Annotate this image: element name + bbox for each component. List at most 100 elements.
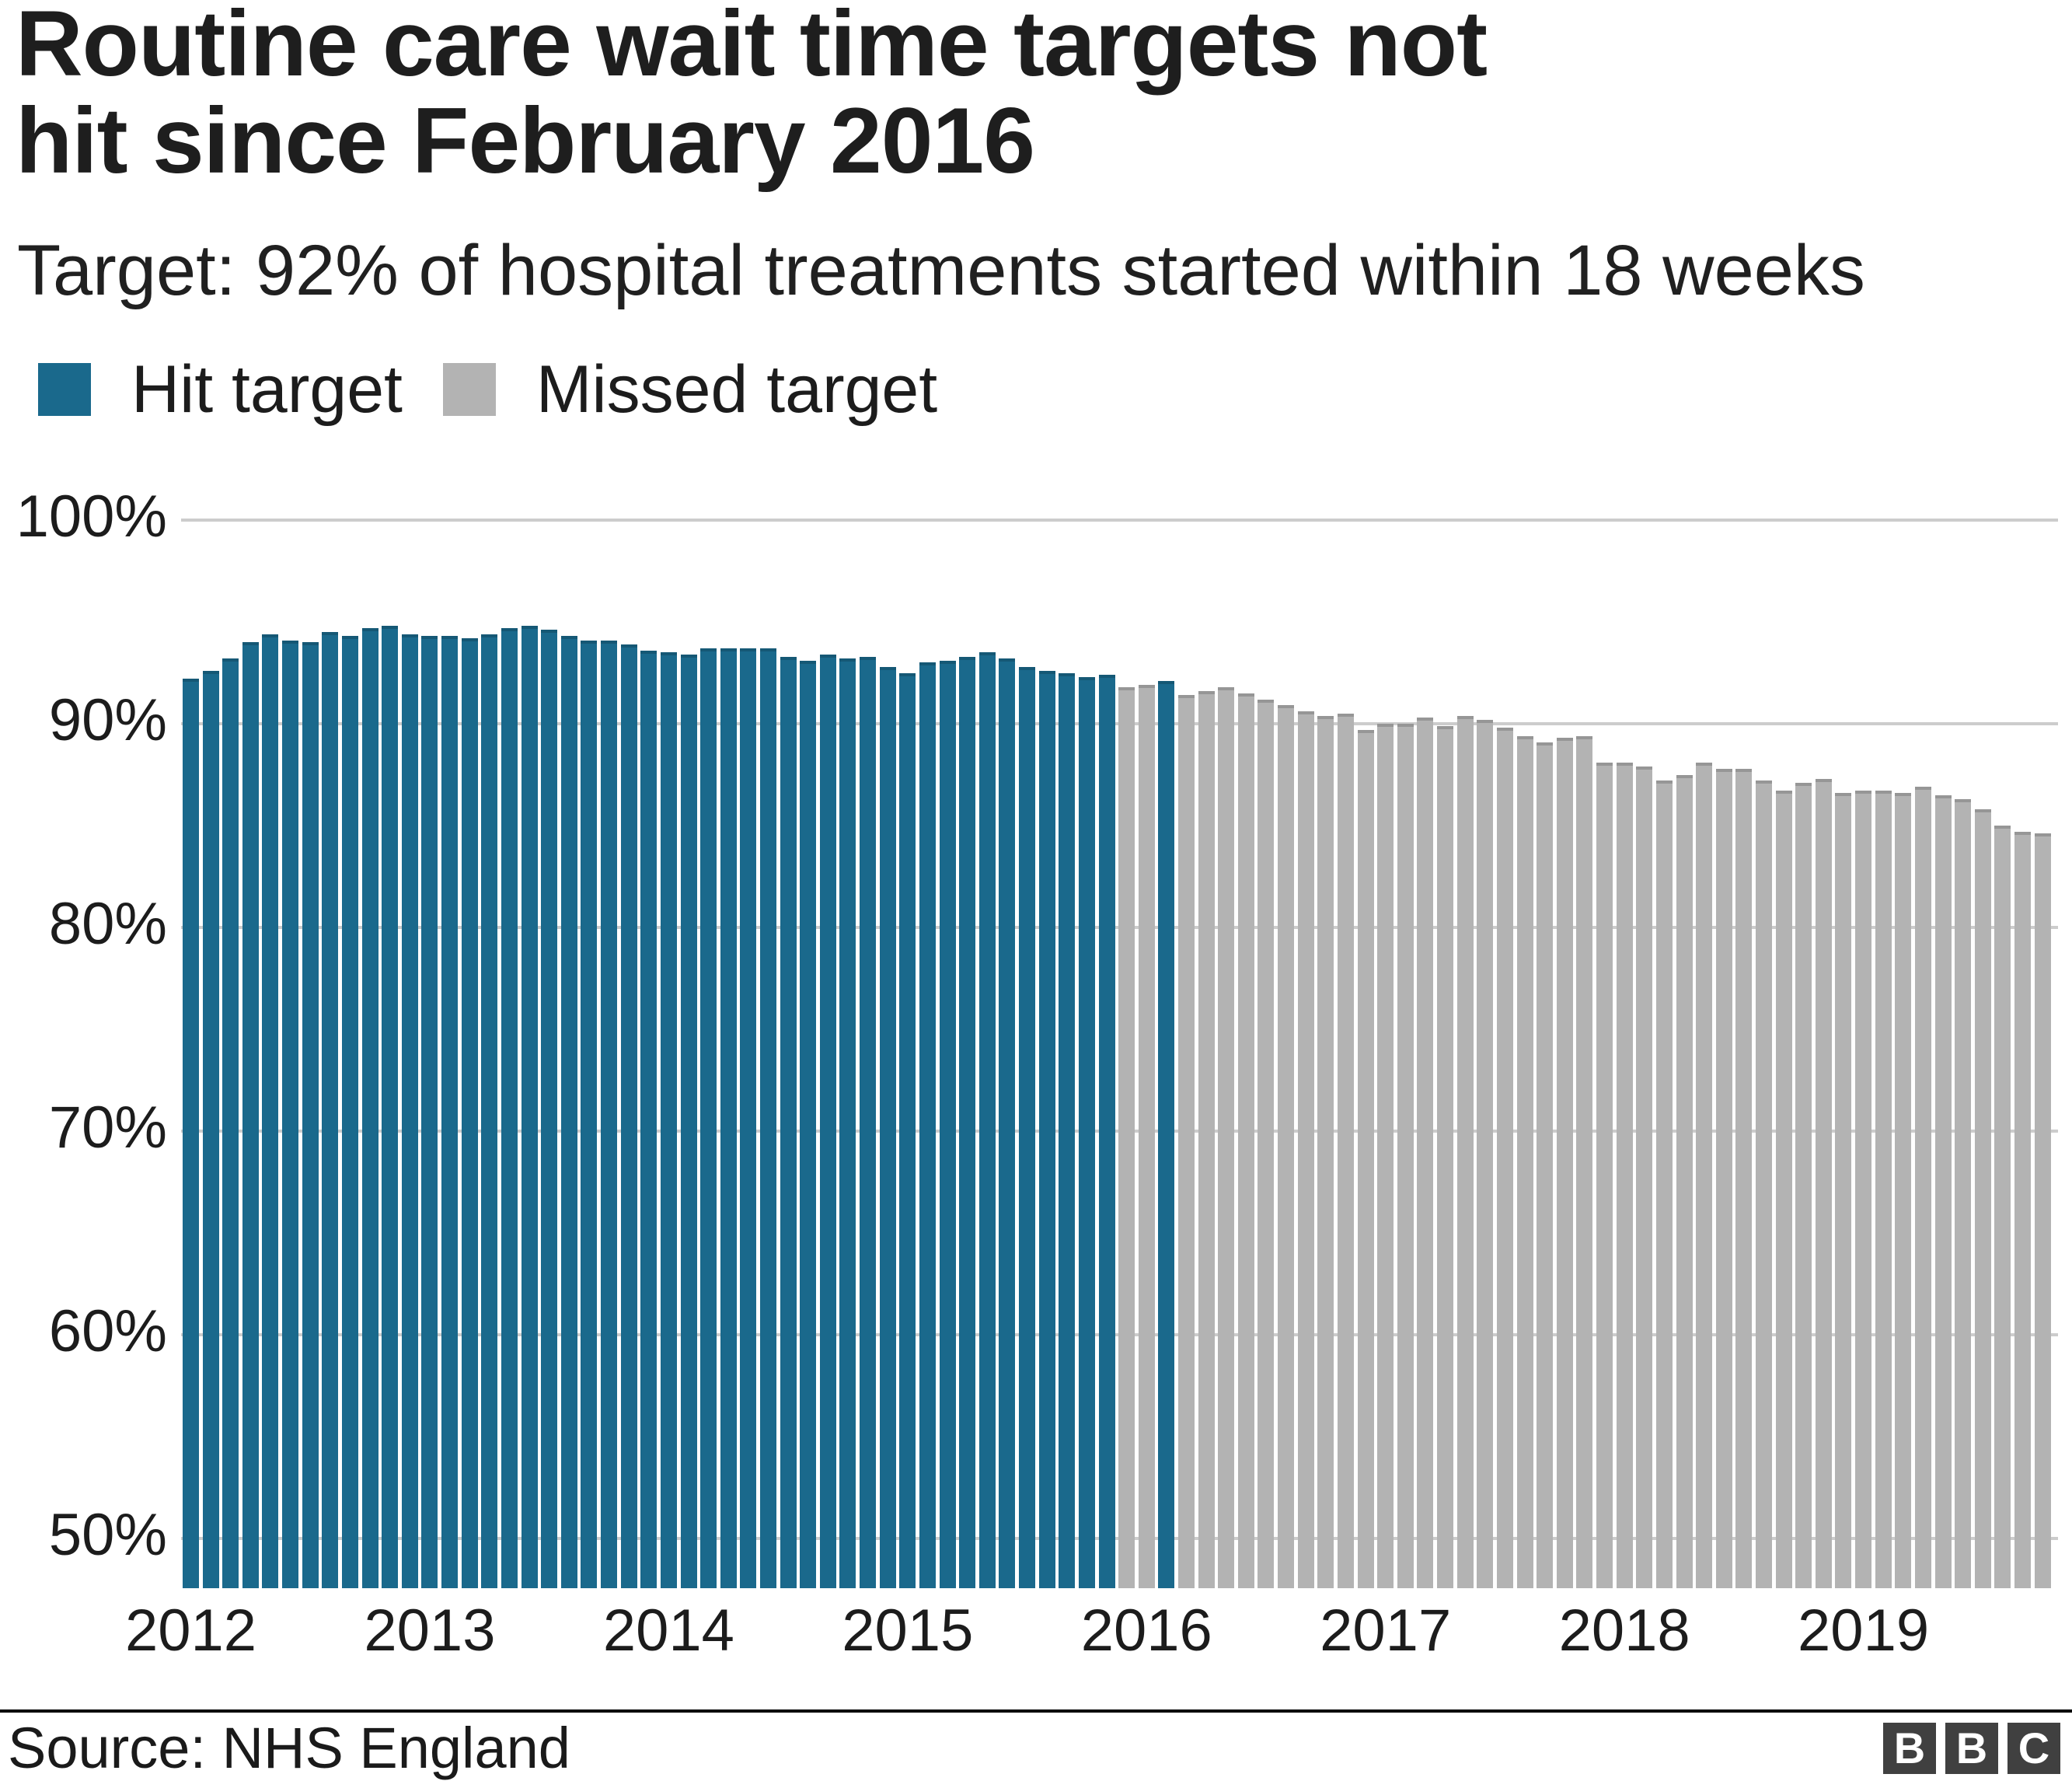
bar-2013-Feb bbox=[441, 636, 459, 1588]
bbc-logo-box-3: C bbox=[2007, 1723, 2060, 1774]
x-axis-label-2012: 2012 bbox=[124, 1598, 257, 1664]
bar-2017-Nov bbox=[1576, 735, 1593, 1588]
bar-2017-Feb bbox=[1397, 724, 1414, 1588]
bar-2017-Jan bbox=[1377, 724, 1394, 1588]
chart-subtitle: Target: 92% of hospital treatments start… bbox=[17, 231, 1865, 310]
bar-2019-Jul bbox=[1974, 809, 1991, 1588]
bbc-logo-letter: C bbox=[2018, 1723, 2050, 1772]
bar-2018-Mar bbox=[1655, 780, 1673, 1588]
x-axis-label-2016: 2016 bbox=[1080, 1598, 1212, 1664]
bar-2014-Jun bbox=[759, 648, 776, 1588]
legend-swatch-missed bbox=[442, 363, 496, 416]
bar-2016-Aug bbox=[1278, 705, 1295, 1588]
bar-2016-Dec bbox=[1357, 729, 1374, 1588]
bar-2014-Jul bbox=[780, 656, 797, 1588]
footer-divider bbox=[0, 1709, 2072, 1713]
legend-label: Missed target bbox=[535, 352, 938, 427]
bar-2019-Oct bbox=[2034, 833, 2051, 1588]
bar-2018-Oct bbox=[1795, 782, 1812, 1588]
y-axis-tick-60: 60% bbox=[48, 1298, 167, 1364]
bbc-logo-letter: B bbox=[1893, 1723, 1926, 1772]
legend-item-missed-target: Missed target bbox=[442, 352, 938, 427]
bar-2012-Sep bbox=[341, 636, 358, 1588]
bar-2019-Apr bbox=[1914, 787, 1931, 1588]
y-axis-tick-70: 70% bbox=[48, 1095, 167, 1161]
title-line-2: hit since February 2016 bbox=[16, 89, 1035, 193]
bar-2015-May bbox=[978, 652, 996, 1588]
bar-2012-Jun bbox=[282, 640, 299, 1588]
bar-2015-Oct bbox=[1078, 676, 1095, 1588]
bar-2018-Jun bbox=[1715, 768, 1732, 1588]
bbc-logo-box-2: B bbox=[1945, 1723, 1998, 1774]
bar-2013-Aug bbox=[560, 636, 577, 1588]
bar-2014-Nov bbox=[860, 656, 877, 1588]
bar-2013-Jul bbox=[541, 630, 558, 1588]
page-title: Routine care wait time targets not hit s… bbox=[16, 0, 1488, 193]
bar-2012-Jan bbox=[183, 679, 199, 1588]
bar-2015-Sep bbox=[1059, 672, 1076, 1588]
bar-2014-Feb bbox=[680, 654, 697, 1588]
bar-2015-Nov bbox=[1098, 675, 1115, 1588]
bar-2018-Dec bbox=[1835, 793, 1852, 1588]
bar-2017-Apr bbox=[1437, 725, 1454, 1588]
gridline-100 bbox=[181, 519, 2058, 522]
bar-2012-Aug bbox=[322, 632, 339, 1588]
x-axis-label-2014: 2014 bbox=[602, 1598, 734, 1664]
bar-2015-Jan bbox=[899, 672, 916, 1588]
bar-2017-Jul bbox=[1496, 728, 1513, 1588]
bar-2012-Oct bbox=[361, 627, 378, 1588]
bar-2017-Mar bbox=[1417, 718, 1434, 1588]
bar-2013-Apr bbox=[481, 634, 498, 1588]
bar-2012-May bbox=[262, 634, 279, 1588]
legend-label: Hit target bbox=[131, 352, 403, 427]
bar-2016-Oct bbox=[1317, 715, 1334, 1588]
bar-2013-Oct bbox=[601, 640, 618, 1588]
bar-2015-Aug bbox=[1038, 670, 1055, 1588]
bar-2016-Mar bbox=[1178, 695, 1195, 1588]
bar-2019-Feb bbox=[1875, 791, 1892, 1588]
bar-2012-Feb bbox=[202, 670, 219, 1588]
bar-2013-Sep bbox=[581, 640, 598, 1588]
bar-2015-Mar bbox=[939, 660, 956, 1588]
bbc-logo-letter: B bbox=[1955, 1723, 1988, 1772]
bar-2013-Nov bbox=[620, 644, 637, 1588]
x-axis-label-2013: 2013 bbox=[364, 1598, 496, 1664]
bar-2014-Apr bbox=[720, 648, 737, 1588]
x-axis-label-2015: 2015 bbox=[842, 1598, 974, 1664]
bar-2012-Mar bbox=[222, 658, 239, 1588]
bar-2014-Jan bbox=[660, 652, 677, 1588]
bar-2013-Dec bbox=[640, 650, 658, 1588]
bar-2015-Apr bbox=[959, 656, 976, 1588]
bar-2013-Jan bbox=[421, 636, 438, 1588]
bar-2018-Sep bbox=[1775, 791, 1792, 1588]
bar-2016-May bbox=[1218, 686, 1235, 1588]
y-axis-tick-90: 90% bbox=[48, 687, 167, 753]
x-axis-label-2019: 2019 bbox=[1798, 1598, 1930, 1664]
bar-2013-Mar bbox=[461, 637, 478, 1588]
x-axis-label-2017: 2017 bbox=[1320, 1598, 1452, 1664]
bbc-logo-box-1: B bbox=[1883, 1723, 1936, 1774]
bar-2018-Aug bbox=[1755, 780, 1772, 1588]
bar-2016-Apr bbox=[1198, 691, 1215, 1588]
bar-2016-Feb bbox=[1158, 680, 1175, 1588]
bar-2013-Jun bbox=[521, 626, 538, 1588]
y-axis-tick-50: 50% bbox=[48, 1502, 167, 1568]
bar-2012-Jul bbox=[302, 642, 319, 1588]
y-axis-tick-100: 100% bbox=[16, 484, 167, 550]
bar-2017-Oct bbox=[1556, 738, 1573, 1588]
legend-swatch-hit bbox=[38, 363, 91, 416]
bar-2018-Feb bbox=[1636, 767, 1653, 1588]
bar-2013-May bbox=[501, 627, 518, 1588]
bar-2018-May bbox=[1696, 762, 1713, 1588]
y-axis-tick-80: 80% bbox=[48, 891, 167, 957]
bar-2012-Dec bbox=[401, 634, 418, 1588]
bar-2012-Nov bbox=[382, 626, 399, 1588]
bar-2016-Jul bbox=[1258, 699, 1275, 1588]
bar-2015-Feb bbox=[919, 662, 936, 1588]
bar-2019-Aug bbox=[1994, 826, 2011, 1588]
bar-2014-Dec bbox=[879, 666, 896, 1588]
bar-2016-Sep bbox=[1297, 711, 1314, 1588]
bar-2019-Jan bbox=[1855, 791, 1872, 1588]
